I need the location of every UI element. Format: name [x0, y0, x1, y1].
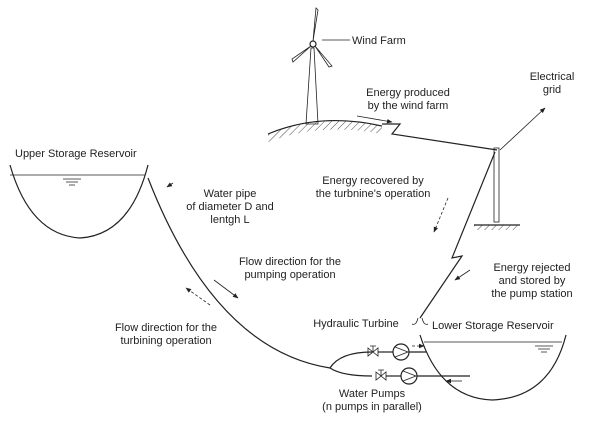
- label: Energy recovered by: [322, 175, 424, 187]
- pump: [400, 367, 418, 385]
- level-mark: [535, 345, 553, 353]
- pipe-branch: [329, 351, 373, 377]
- valve: [375, 369, 387, 381]
- arrow: [166, 182, 174, 188]
- label: Energy rejected: [493, 262, 570, 274]
- label: Hydraulic Turbine: [313, 318, 399, 330]
- turbine-symbol: [394, 346, 410, 358]
- arrow: [454, 269, 471, 281]
- pump-symbol: [402, 370, 418, 382]
- label: Wind Farm: [352, 35, 406, 47]
- tower: [305, 47, 319, 125]
- label: Lower Storage Reservoir: [432, 320, 554, 332]
- arrow: [433, 197, 449, 233]
- arrow: [356, 115, 393, 124]
- label: turbining operation: [120, 335, 211, 347]
- hill-hatch: [268, 120, 382, 142]
- label: (n pumps in parallel): [322, 401, 422, 413]
- arrow: [499, 107, 546, 151]
- label: the turbnine's operation: [316, 188, 431, 200]
- arrow: [185, 287, 211, 306]
- turbine: [392, 343, 410, 361]
- label: grid: [543, 84, 561, 96]
- label: lentgh L: [210, 214, 249, 226]
- blades: [291, 7, 333, 68]
- label: and stored by: [499, 275, 566, 287]
- power-line: [419, 151, 496, 319]
- power-line: [382, 123, 498, 151]
- label: the pump station: [491, 288, 572, 300]
- label: pumping operation: [244, 269, 335, 281]
- label: by the wind farm: [368, 100, 449, 112]
- label: Water pipe: [204, 188, 257, 200]
- label: of diameter D and: [186, 201, 273, 213]
- label: Water Pumps: [339, 388, 406, 400]
- label: Electrical: [530, 71, 575, 83]
- label: Flow direction for the: [115, 322, 217, 334]
- pipe: [147, 177, 331, 369]
- lower-reservoir: [419, 334, 567, 401]
- pole: [493, 147, 500, 223]
- arrow: [213, 279, 239, 299]
- upper-reservoir: [9, 164, 149, 239]
- drawing: [9, 7, 567, 401]
- valve: [367, 345, 379, 357]
- label: Energy produced: [366, 87, 450, 99]
- ground-hatch: [474, 225, 520, 230]
- level-mark: [63, 178, 81, 186]
- connector: [411, 317, 429, 325]
- label: Upper Storage Reservoir: [15, 148, 137, 160]
- label: Flow direction for the: [239, 256, 341, 268]
